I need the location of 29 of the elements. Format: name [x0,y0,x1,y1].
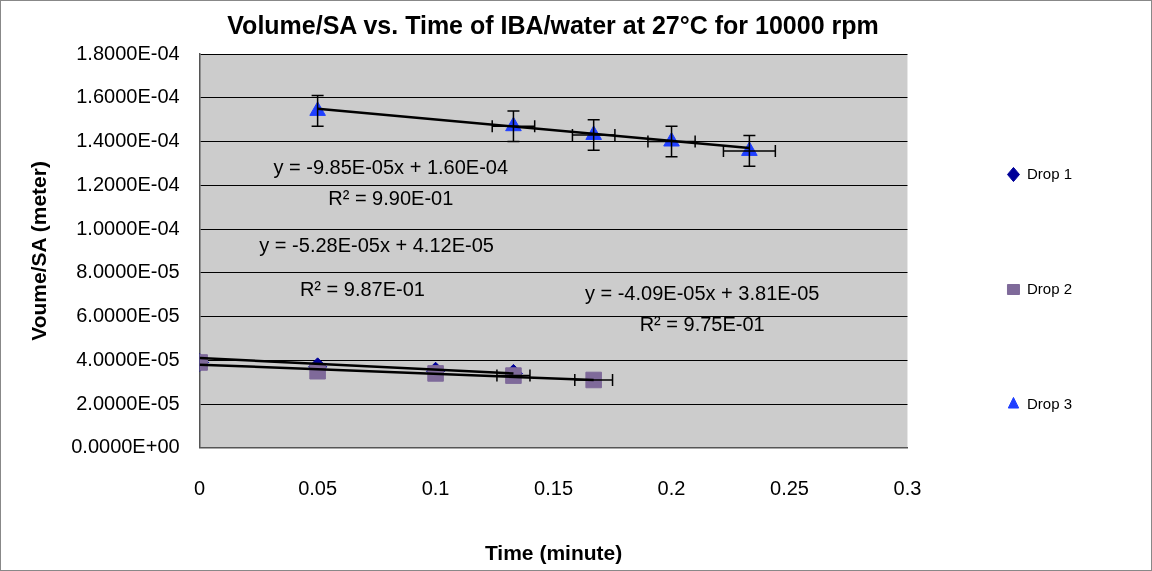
x-tick-label: 0 [194,477,206,500]
annotation: R² = 9.75E-01 [639,313,765,336]
y-tick-label: 1.2000E-04 [76,172,180,195]
x-tick-label: 0.15 [534,477,574,500]
annotation: R² = 9.90E-01 [328,187,454,210]
x-tick-label: 0.05 [298,477,338,500]
legend-label: Drop 2 [1026,279,1073,297]
y-tick-label: 8.0000E-05 [76,260,180,283]
annotation: y = -4.09E-05x + 3.81E-05 [584,281,820,304]
y-tick-label: 1.8000E-04 [76,41,180,64]
annotation: y = -5.28E-05x + 4.12E-05 [259,234,494,257]
x-tick-label: 0.25 [770,477,809,500]
y-axis-title: Voume/SA (meter) [27,161,51,341]
y-tick-label: 2.0000E-05 [76,391,180,414]
y-tick-label: 1.6000E-04 [76,85,180,108]
x-tick-label: 0.3 [893,477,922,500]
y-tick-label: 1.0000E-04 [76,216,180,239]
x-axis-title: Time (minute) [484,541,623,565]
chart-title: Volume/SA vs. Time of IBA/water at 27°C for 10000 rpm [227,10,879,39]
annotation: R² = 9.87E-01 [299,277,425,300]
y-tick-label: 0.0000E+00 [71,435,180,458]
annotation: y = -9.85E-05x + 1.60E-04 [273,155,509,178]
y-tick-label: 6.0000E-05 [76,304,180,327]
y-tick-label: 4.0000E-05 [76,347,180,370]
legend-label: Drop 3 [1026,394,1073,412]
x-tick-label: 0.1 [421,477,450,500]
y-tick-label: 1.4000E-04 [76,129,180,152]
x-tick-label: 0.2 [657,477,686,500]
legend-label: Drop 1 [1026,164,1073,182]
